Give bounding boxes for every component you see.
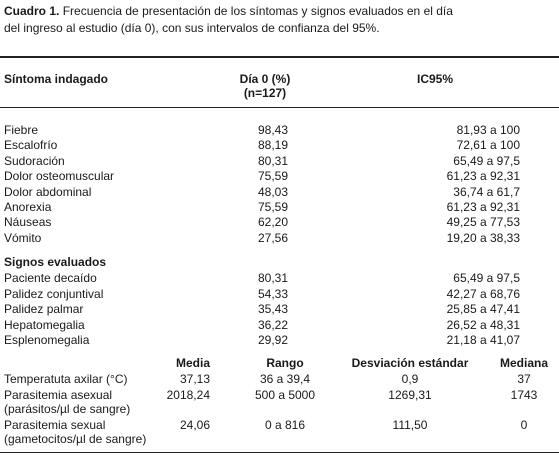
symptom-name: Dolor abdominal: [4, 184, 92, 199]
stat-rango: 36 a 39,4: [259, 372, 311, 386]
sign-ci: 65,49 a 97,5: [453, 271, 520, 285]
header-day0: Día 0 (%): [239, 72, 291, 86]
symptom-name: Anorexia: [4, 200, 52, 214]
stats-header-desviacion: Desviación estándar: [351, 356, 469, 370]
symptom-name: Vómito: [4, 230, 42, 245]
stats-header-rango: Rango: [266, 356, 304, 370]
top-rule: [0, 56, 559, 58]
stat-desviacion: 0,9: [401, 372, 419, 386]
stat-name: Parasitemia asexual: [4, 388, 113, 402]
header-n: (n=127): [243, 86, 287, 100]
symptom-pct: 27,56: [257, 230, 288, 245]
sign-name: Palidez palmar: [4, 302, 84, 317]
symptom-name: Sudoración: [4, 153, 65, 168]
table-caption: Cuadro 1. Frecuencia de presentación de …: [4, 4, 453, 18]
symptom-pct: 98,43: [257, 123, 288, 137]
stat-mediana: 0: [520, 418, 528, 432]
sign-ci: 25,85 a 47,41: [446, 302, 520, 317]
sign-pct: 35,43: [257, 302, 288, 317]
symptom-ci: 81,93 a 100: [456, 123, 520, 137]
stat-name: Parasitemia sexual: [4, 418, 106, 432]
symptom-ci: 36,74 a 61,7: [453, 184, 520, 199]
stat-unit: (gametocitos/µl de sangre): [4, 432, 147, 446]
stat-rango: 500 a 5000: [254, 388, 316, 402]
stat-rango: 0 a 816: [264, 418, 306, 432]
sign-name: Paciente decaído: [4, 271, 97, 285]
sign-pct: 36,22: [257, 317, 288, 332]
sign-ci: 21,18 a 41,07: [446, 333, 520, 348]
bottom-rule: [0, 452, 559, 453]
stat-unit: (parásitos/µl de sangre): [4, 402, 131, 416]
symptom-name: Escalofrío: [4, 138, 58, 153]
symptom-ci: 72,61 a 100: [456, 138, 520, 153]
stat-media: 37,13: [179, 372, 210, 386]
symptom-ci: 61,23 a 92,31: [446, 169, 520, 184]
symptom-name: Náuseas: [4, 215, 52, 230]
symptom-name: Dolor osteomuscular: [4, 169, 115, 184]
stat-desviacion: 111,50: [392, 418, 428, 432]
sign-name: Esplenomegalia: [4, 333, 90, 348]
stat-name: Temperatuta axilar (°C): [4, 372, 128, 386]
symptom-pct: 75,59: [257, 200, 288, 214]
symptom-ci: 19,20 a 38,33: [446, 230, 520, 245]
sign-pct: 54,33: [257, 286, 288, 301]
sign-name: Hepatomegalia: [4, 317, 85, 332]
stat-mediana: 1743: [510, 388, 538, 402]
header-symptom: Síntoma indagado: [4, 72, 109, 86]
symptom-pct: 88,19: [257, 138, 288, 153]
caption-label: Cuadro 1.: [4, 4, 60, 18]
symptom-pct: 62,20: [257, 215, 288, 230]
header-ic95: IC95%: [416, 72, 454, 86]
stats-header-mediana: Mediana: [499, 356, 548, 370]
sign-name: Palidez conjuntival: [4, 286, 104, 301]
symptom-ci: 61,23 a 92,31: [446, 200, 520, 214]
stat-desviacion: 1269,31: [388, 388, 432, 402]
sign-ci: 26,52 a 48,31: [446, 317, 520, 332]
symptom-pct: 75,59: [257, 169, 288, 184]
stats-header-media: Media: [175, 356, 210, 370]
symptom-name: Fiebre: [4, 123, 39, 137]
sign-ci: 42,27 a 68,76: [446, 286, 520, 301]
caption-line2: del ingreso al estudio (día 0), con sus …: [4, 21, 380, 35]
stat-media: 2018,24: [166, 388, 210, 402]
sign-pct: 80,31: [257, 271, 288, 285]
symptom-pct: 80,31: [257, 153, 288, 168]
symptom-ci: 49,25 a 77,53: [446, 215, 520, 230]
header-rule: [0, 107, 559, 108]
symptom-pct: 48,03: [257, 184, 288, 199]
signs-heading: Signos evaluados: [4, 255, 107, 269]
stat-media: 24,06: [179, 418, 210, 432]
caption-line1: Frecuencia de presentación de los síntom…: [62, 4, 453, 18]
stat-mediana: 37: [517, 372, 531, 386]
sign-pct: 29,92: [257, 333, 288, 348]
symptom-ci: 65,49 a 97,5: [453, 153, 520, 168]
